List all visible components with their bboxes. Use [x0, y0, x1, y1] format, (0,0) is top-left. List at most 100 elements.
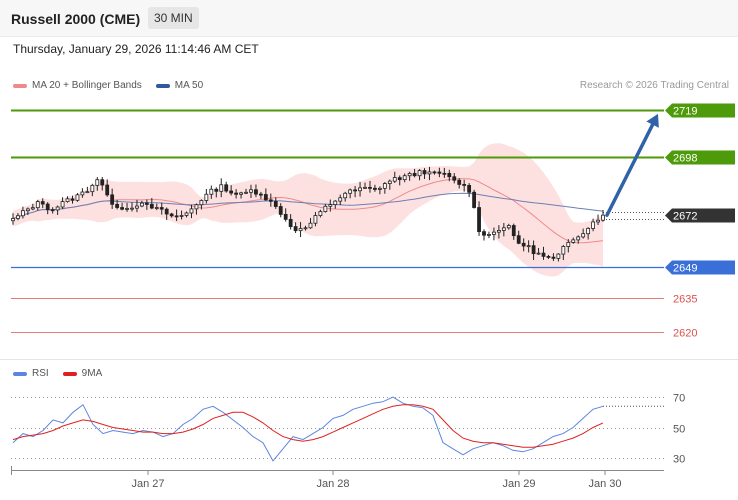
candle-body — [492, 231, 496, 235]
candle-body — [75, 194, 80, 201]
rsi-ma-line — [12, 404, 604, 448]
rsi-legend-label: RSI — [32, 368, 49, 379]
candle-body — [254, 189, 258, 195]
candle-body — [511, 225, 516, 237]
candle-body — [442, 172, 447, 175]
rsi-line — [12, 396, 604, 462]
candle-body — [209, 188, 214, 195]
candle-body — [402, 175, 407, 181]
candle-body — [482, 231, 486, 236]
candle-body — [407, 173, 412, 177]
candle-body — [283, 214, 288, 220]
candle-body — [586, 228, 591, 235]
rsi-ma-legend-label: 9MA — [81, 368, 103, 379]
candle-body — [70, 198, 75, 201]
candle-body — [140, 202, 144, 207]
candle-body — [496, 230, 501, 233]
ma50-legend-label: MA 50 — [174, 80, 204, 91]
candle-body — [80, 191, 85, 196]
support-tag — [665, 260, 735, 275]
candle-body — [268, 199, 273, 202]
candle-body — [417, 170, 422, 177]
candle-body — [596, 219, 600, 223]
candle-body — [526, 245, 531, 248]
candle-body — [561, 246, 566, 255]
candle-body — [60, 201, 65, 208]
x-tick-label-2: Jan 29 — [502, 478, 535, 490]
chart-credit: Research © 2026 Trading Central — [579, 80, 729, 91]
candle-body — [50, 209, 55, 212]
candle-body — [65, 198, 70, 202]
candle-body — [363, 186, 367, 189]
minor-level-label-4: 2635 — [673, 294, 697, 306]
candle-body — [328, 204, 333, 207]
candle-body — [546, 255, 551, 258]
candle-body — [541, 252, 546, 257]
rsi-tick-label-30: 30 — [673, 454, 685, 466]
candle-body — [21, 210, 25, 217]
candle-body — [581, 233, 586, 238]
candle-body — [338, 197, 343, 202]
candle-body — [412, 173, 417, 177]
candle-body — [249, 189, 253, 193]
candle-body — [224, 184, 229, 192]
current-price-tag — [665, 208, 735, 223]
candle-body — [298, 228, 303, 232]
forecast-arrow-head — [646, 113, 659, 128]
candle-body — [506, 225, 511, 229]
resistance-tag-0 — [665, 103, 735, 118]
rsi-swatch — [13, 371, 27, 376]
candle-body — [288, 218, 293, 227]
candle-body — [30, 207, 35, 210]
candle-body — [95, 179, 100, 186]
candle-body — [551, 256, 556, 259]
candle-body — [536, 252, 541, 255]
candle-body — [397, 177, 402, 181]
candle-body — [85, 191, 90, 194]
candle-body — [11, 218, 15, 222]
candle-body — [343, 192, 348, 199]
candle-body — [382, 183, 387, 189]
candle-body — [387, 180, 392, 184]
support-label: 2649 — [673, 263, 697, 275]
candle-body — [353, 189, 358, 192]
candle-body — [179, 215, 184, 217]
candle-body — [516, 235, 521, 244]
candle-body — [531, 245, 536, 255]
candle-body — [457, 179, 462, 185]
ma50-swatch — [155, 83, 170, 88]
resistance-label-0: 2719 — [673, 106, 697, 118]
candle-body — [184, 212, 189, 216]
candle-body — [437, 171, 442, 174]
candle-body — [25, 208, 30, 212]
candle-body — [219, 184, 224, 192]
candle-body — [55, 206, 60, 211]
rsi-ma-swatch — [62, 371, 77, 376]
candle-body — [313, 215, 318, 224]
candle-body — [293, 226, 298, 232]
candle-body — [90, 184, 95, 193]
candle-body — [100, 179, 105, 186]
candle-body — [214, 188, 219, 192]
candle-body — [601, 214, 605, 221]
candle-body — [462, 184, 467, 186]
candle-body — [556, 253, 561, 259]
candle-body — [159, 207, 164, 210]
interval-button[interactable]: 30 MIN — [148, 7, 199, 29]
candle-body — [368, 186, 372, 189]
ma20-legend-label: MA 20 + Bollinger Bands — [32, 80, 142, 91]
forecast-arrow-shaft — [605, 122, 655, 217]
candle-body — [164, 208, 169, 215]
current-price-label: 2672 — [673, 211, 697, 223]
candle-body — [487, 233, 491, 236]
candle-body — [105, 184, 110, 196]
candle-body — [427, 171, 432, 175]
candle-body — [566, 242, 571, 247]
candle-body — [318, 211, 323, 216]
candle-body — [40, 201, 45, 205]
candle-body — [130, 207, 134, 210]
candle-body — [154, 207, 159, 209]
candle-body — [258, 193, 263, 196]
candle-body — [120, 207, 124, 210]
